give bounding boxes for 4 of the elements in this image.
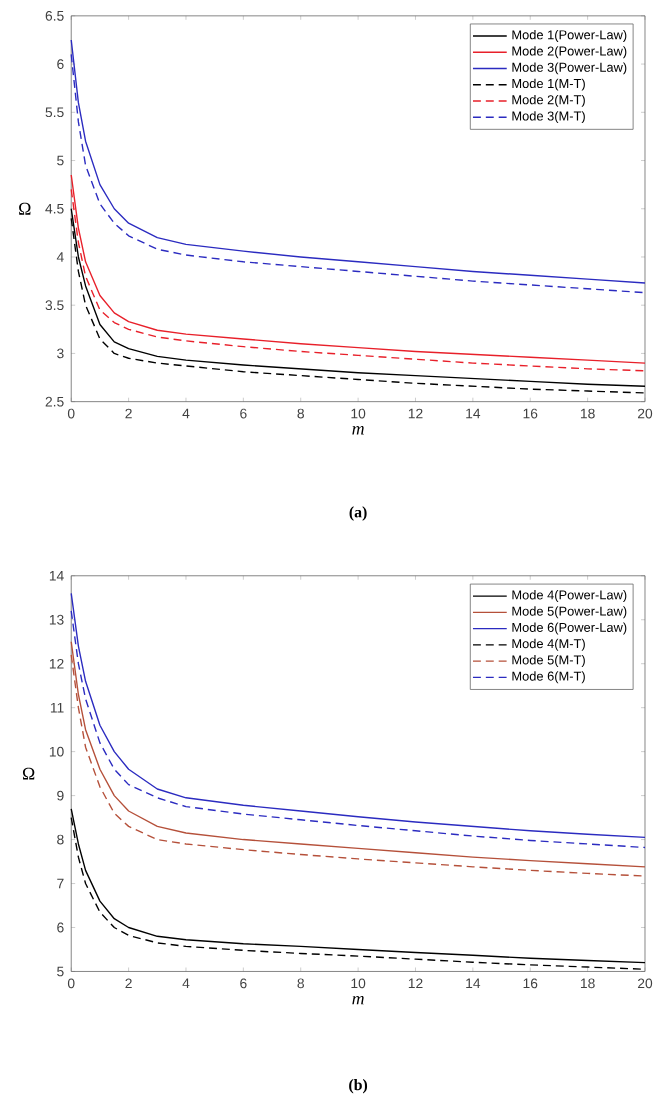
y-axis-title: Ω — [23, 767, 35, 780]
x-axis-title: m — [352, 995, 365, 1005]
x-axis-title: m — [352, 426, 365, 435]
y-axis-title: Ω — [19, 202, 31, 215]
